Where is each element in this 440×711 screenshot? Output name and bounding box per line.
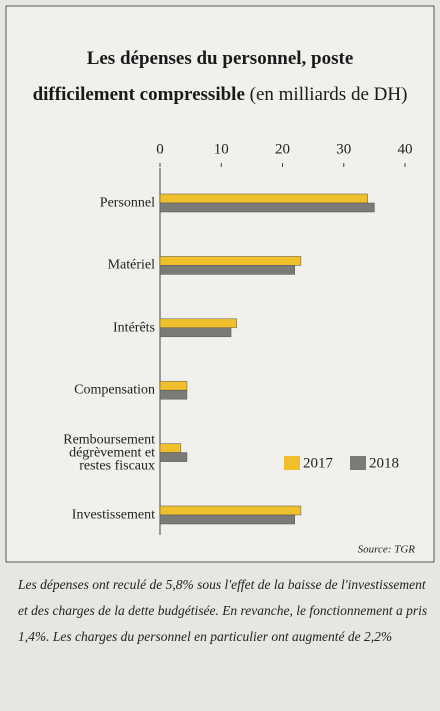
bar: [159, 505, 302, 516]
bar: [159, 389, 188, 400]
chart-title: difficilement compressible (en milliards…: [0, 84, 440, 106]
category-label: Compensation: [74, 382, 155, 398]
chart-subtitle: (en milliards de DH): [249, 84, 408, 105]
bar: [159, 256, 302, 266]
category-label: Matériel: [107, 257, 155, 273]
x-tick-label: 10: [214, 141, 229, 157]
chart-title: Les dépenses du personnel, poste: [86, 48, 354, 69]
legend-label: 2017: [303, 455, 334, 471]
bar: [159, 193, 368, 204]
category-label: Intérêts: [113, 320, 155, 336]
bar: [159, 327, 232, 338]
legend-label: 2018: [369, 455, 399, 471]
category-label: Personnel: [99, 195, 155, 211]
category-label: Remboursement dégrèvement et restes fisc…: [63, 432, 155, 474]
bar: [159, 452, 188, 462]
bar: [159, 443, 182, 453]
x-tick-label: 0: [156, 141, 164, 157]
category-label: Investissement: [71, 507, 155, 523]
bar: [159, 202, 375, 213]
legend-swatch: [284, 456, 300, 470]
legend-swatch: [350, 456, 366, 470]
chart-title: difficilement compressible: [32, 84, 245, 105]
bar: [159, 265, 295, 275]
caption: Les dépenses ont reculé de 5,8% sous l'e…: [18, 577, 428, 644]
x-tick-label: 30: [336, 141, 351, 157]
source: Source: TGR: [358, 544, 416, 556]
x-tick-label: 20: [275, 141, 290, 157]
x-tick-label: 40: [398, 141, 413, 157]
bar: [159, 318, 237, 329]
bar: [159, 380, 188, 391]
bar: [159, 514, 295, 525]
